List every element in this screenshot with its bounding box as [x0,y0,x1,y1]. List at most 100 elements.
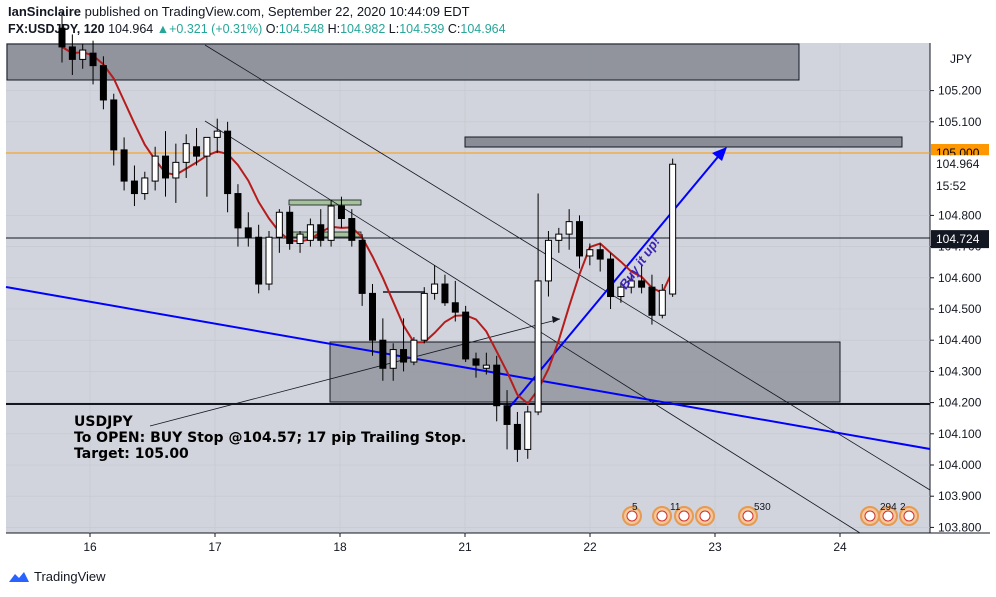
candle-body[interactable] [431,283,439,294]
event-count: 2 [900,502,906,513]
y-tick-label: 104.300 [938,364,982,378]
note-arrow-head [552,316,560,323]
y-tick-label: 104.000 [938,458,982,472]
candle-body[interactable] [306,224,314,241]
candle-body[interactable] [576,221,583,257]
candle-body[interactable] [224,130,232,195]
tradingview-logo-icon [9,571,29,582]
candle-body[interactable] [503,405,511,425]
candle-body[interactable] [441,283,449,304]
blue-trend-line[interactable] [5,286,931,450]
candle-body[interactable] [265,236,273,285]
candle-body[interactable] [151,155,159,182]
footer-brand-label: TradingView [34,569,106,584]
price-axis[interactable]: 103.800 103.900 104.000 104.100 104.200 104.3… [930,52,982,534]
candle-body[interactable] [337,205,345,220]
candle-body[interactable] [638,280,646,288]
trade-note[interactable]: USDJPY To OPEN: BUY Stop @104.57; 17 pip… [74,414,466,462]
candle-body[interactable] [130,180,138,195]
candle-body[interactable] [379,339,387,369]
flag-icon-inner [678,510,690,522]
candle-body[interactable] [648,286,656,316]
candle-body[interactable] [358,239,366,294]
x-tick-label: 21 [458,540,472,554]
trend-lines[interactable] [5,44,931,534]
candle-body[interactable] [296,233,304,244]
candle-body[interactable] [110,99,118,151]
note-line-1: USDJPY [74,414,133,430]
candle-body[interactable] [544,239,552,282]
economic-events[interactable]: 5 11 530 294 2 [622,502,919,526]
candle-body[interactable] [193,146,201,157]
candle-body[interactable] [255,236,263,285]
candle-body[interactable] [555,233,563,241]
candle-body[interactable] [482,364,490,369]
candle-body[interactable] [327,205,335,241]
candle-body[interactable] [317,224,325,241]
buy-arrow-head [712,147,727,161]
candle-body[interactable] [607,258,615,298]
candle-body[interactable] [565,221,573,235]
candle-body[interactable] [627,280,635,288]
candle-body[interactable] [79,49,87,60]
y-tick-label: 105.100 [938,115,982,129]
candle-body[interactable] [58,27,66,48]
candle-body[interactable] [462,311,470,360]
symbol-label[interactable]: FX:USDJPY, 120 [8,22,105,36]
candle-body[interactable] [669,163,677,295]
x-tick-label: 22 [583,540,597,554]
candle-body[interactable] [182,143,190,163]
published-text: published on TradingView.com, September … [84,4,470,19]
candle-body[interactable] [369,292,376,341]
drawing-zones[interactable] [6,43,903,403]
footer-brand[interactable]: TradingView [8,569,106,584]
high-label: H: [327,22,341,36]
candle-body[interactable] [534,280,542,413]
candle-body[interactable] [203,136,211,157]
candle-body[interactable] [234,193,242,229]
candle-body[interactable] [524,411,532,450]
channel-line-upper[interactable] [204,44,931,491]
candle-body[interactable] [410,339,418,363]
candle-body[interactable] [513,423,521,450]
candle-body[interactable] [389,349,397,369]
candle-body[interactable] [89,52,97,67]
candle-body[interactable] [99,65,107,101]
candle-body[interactable] [617,286,625,298]
time-axis[interactable]: 16 17 18 21 22 23 24 [83,533,847,554]
candle-body[interactable] [275,211,283,238]
channel-line-lower[interactable] [204,120,861,534]
small-zone-upper[interactable] [288,199,362,206]
candle-body[interactable] [68,46,76,60]
candles[interactable] [58,12,677,462]
candle-body[interactable] [286,211,294,244]
candle-body[interactable] [596,249,604,260]
y-tick-label: 104.600 [938,271,982,285]
flag-icon-inner [864,510,876,522]
note-arrow-line[interactable] [149,318,561,427]
buy-arrow-line[interactable] [508,151,723,409]
candle-body[interactable] [472,358,480,366]
candle-body[interactable] [451,302,459,313]
candle-body[interactable] [162,155,169,179]
candle-body[interactable] [172,161,180,179]
price-tag [931,155,989,174]
candle-body[interactable] [244,227,252,238]
target-zone[interactable] [464,136,903,148]
y-tick-label: 104.200 [938,396,982,410]
event-count: 11 [670,502,681,513]
supply-zone-top[interactable] [6,43,800,81]
y-axis-title: JPY [950,52,972,66]
candle-body[interactable] [400,349,408,363]
candle-body[interactable] [658,289,666,316]
candle-body[interactable] [493,364,501,407]
author-name[interactable]: IanSinclaire [8,4,81,19]
candle-body[interactable] [141,177,149,195]
plot-area[interactable] [6,43,930,533]
candle-body[interactable] [213,130,221,138]
candle-body[interactable] [348,218,356,241]
candle-body[interactable] [120,149,128,182]
candle-body[interactable] [420,292,428,341]
candle-body[interactable] [586,249,594,257]
